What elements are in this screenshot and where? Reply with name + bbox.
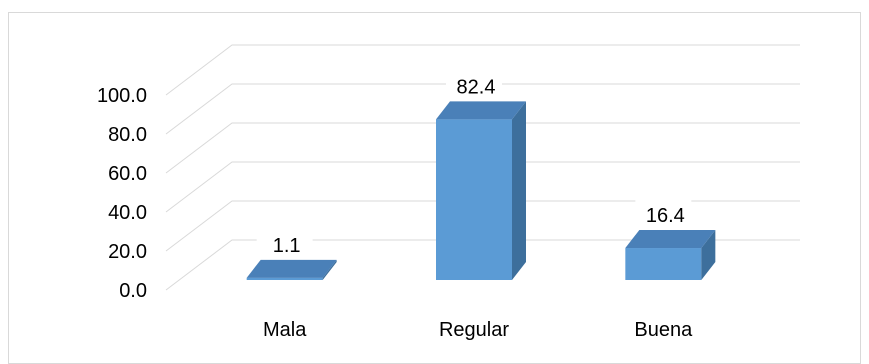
data-label-background bbox=[635, 200, 692, 229]
bar-buena-side bbox=[701, 230, 716, 280]
data-label-background bbox=[446, 71, 502, 100]
gridline bbox=[165, 122, 800, 174]
data-label-buena: 16.4 bbox=[646, 205, 685, 227]
bar-mala-top bbox=[246, 259, 337, 278]
data-label-regular: 82.4 bbox=[457, 76, 496, 98]
data-label-mala: 1.1 bbox=[273, 235, 301, 257]
bar-regular-front bbox=[436, 119, 512, 280]
x-category-label: Mala bbox=[263, 319, 307, 341]
bar-mala-side bbox=[322, 259, 337, 280]
bar-buena-top bbox=[625, 230, 716, 249]
data-label-background bbox=[256, 229, 313, 258]
gridline bbox=[165, 200, 800, 252]
chart-frame bbox=[8, 12, 861, 364]
y-tick-label: 80.0 bbox=[108, 124, 147, 146]
x-category-label: Buena bbox=[634, 319, 693, 341]
bar-regular-top bbox=[436, 101, 526, 120]
bar-buena-front bbox=[625, 248, 702, 280]
y-tick-label: 40.0 bbox=[108, 202, 147, 224]
bar-chart: 0.0 20.0 40.0 60.0 80.0 100.0 1.1 Mala 82.4 Regul… bbox=[97, 44, 800, 341]
x-category-label: Regular bbox=[439, 319, 509, 341]
y-tick-label: 60.0 bbox=[108, 163, 147, 185]
gridline bbox=[165, 161, 800, 213]
y-tick-label: 20.0 bbox=[108, 241, 147, 263]
gridline bbox=[165, 44, 800, 96]
y-tick-label: 100.0 bbox=[97, 85, 147, 107]
y-tick-label: 0.0 bbox=[119, 280, 147, 302]
bar-mala-front bbox=[246, 277, 323, 280]
bar-regular-side bbox=[512, 101, 526, 280]
gridline bbox=[165, 83, 800, 135]
gridline bbox=[165, 239, 800, 291]
